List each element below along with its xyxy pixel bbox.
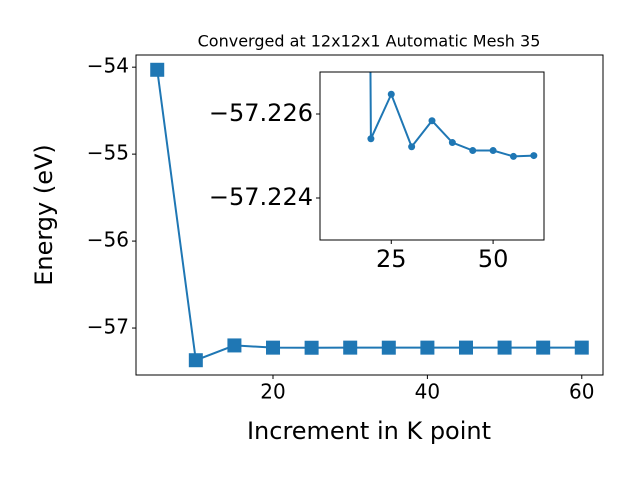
x-tick-label: 50 bbox=[478, 245, 509, 273]
x-tick-label: 40 bbox=[415, 380, 440, 404]
marker bbox=[489, 147, 497, 155]
x-tick-label: 20 bbox=[260, 380, 285, 404]
marker bbox=[469, 147, 477, 155]
marker bbox=[530, 152, 538, 160]
marker bbox=[188, 353, 203, 368]
marker bbox=[428, 117, 436, 125]
marker bbox=[574, 340, 589, 355]
marker bbox=[408, 143, 416, 151]
marker bbox=[150, 62, 165, 77]
marker bbox=[266, 340, 281, 355]
marker bbox=[227, 338, 242, 353]
axes-frame bbox=[319, 71, 545, 241]
y-axis-label: Energy (eV) bbox=[30, 144, 58, 286]
chart-title: Converged at 12x12x1 Automatic Mesh 35 bbox=[198, 32, 541, 51]
marker bbox=[497, 340, 512, 355]
marker bbox=[458, 340, 473, 355]
marker bbox=[536, 340, 551, 355]
marker bbox=[448, 139, 456, 147]
y-tick-label: −57.226 bbox=[209, 99, 313, 127]
y-tick-label: −54 bbox=[87, 54, 129, 78]
y-tick-label: −56 bbox=[87, 228, 129, 252]
y-tick-label: −57.224 bbox=[209, 183, 313, 211]
y-tick-label: −57 bbox=[87, 315, 129, 339]
series-group bbox=[150, 62, 589, 368]
marker bbox=[304, 340, 319, 355]
marker bbox=[420, 340, 435, 355]
x-tick-label: 25 bbox=[376, 245, 407, 273]
y-tick-label: −55 bbox=[87, 141, 129, 165]
marker bbox=[509, 152, 517, 160]
marker bbox=[367, 135, 375, 143]
x-axis-label: Increment in K point bbox=[247, 417, 491, 445]
marker bbox=[381, 340, 396, 355]
series-line bbox=[369, 72, 534, 158]
marker bbox=[387, 90, 395, 98]
x-tick-label: 60 bbox=[569, 380, 594, 404]
series-group bbox=[367, 72, 538, 160]
marker bbox=[343, 340, 358, 355]
plot-area bbox=[320, 72, 544, 240]
axes-frame bbox=[135, 54, 604, 376]
